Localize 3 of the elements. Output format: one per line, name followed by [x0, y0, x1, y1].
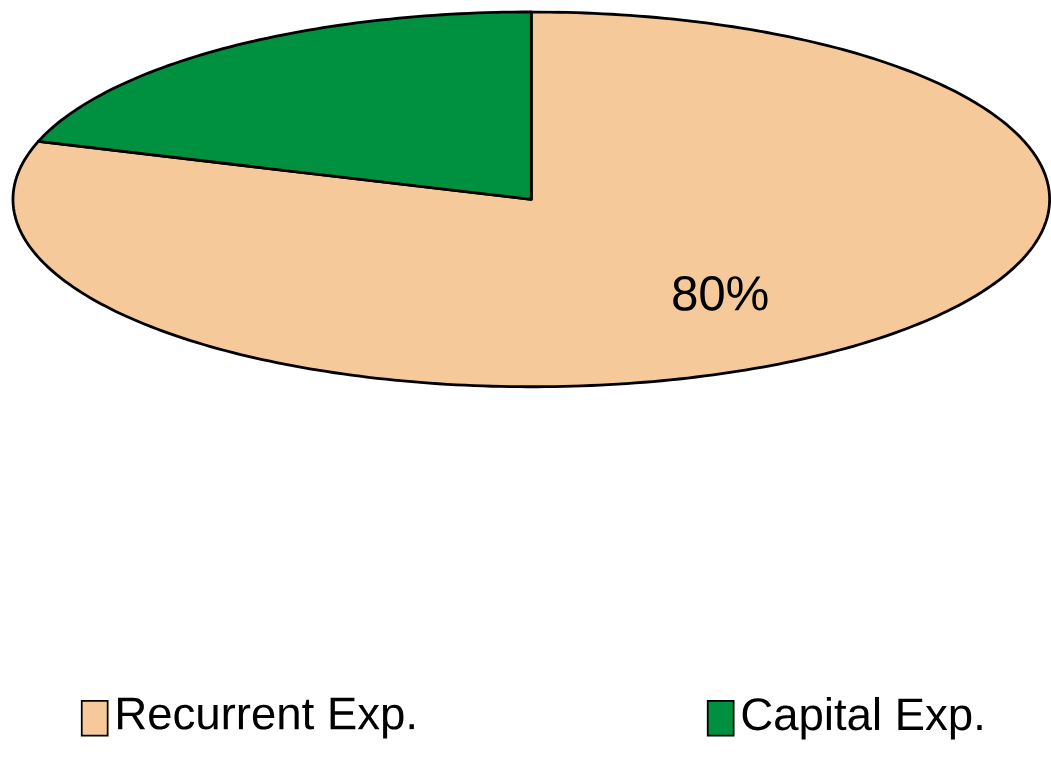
data-label: 80% — [673, 276, 768, 311]
legend-label: Capital Exp. — [742, 697, 982, 740]
legend-label: Recurrent Exp. — [118, 698, 414, 739]
